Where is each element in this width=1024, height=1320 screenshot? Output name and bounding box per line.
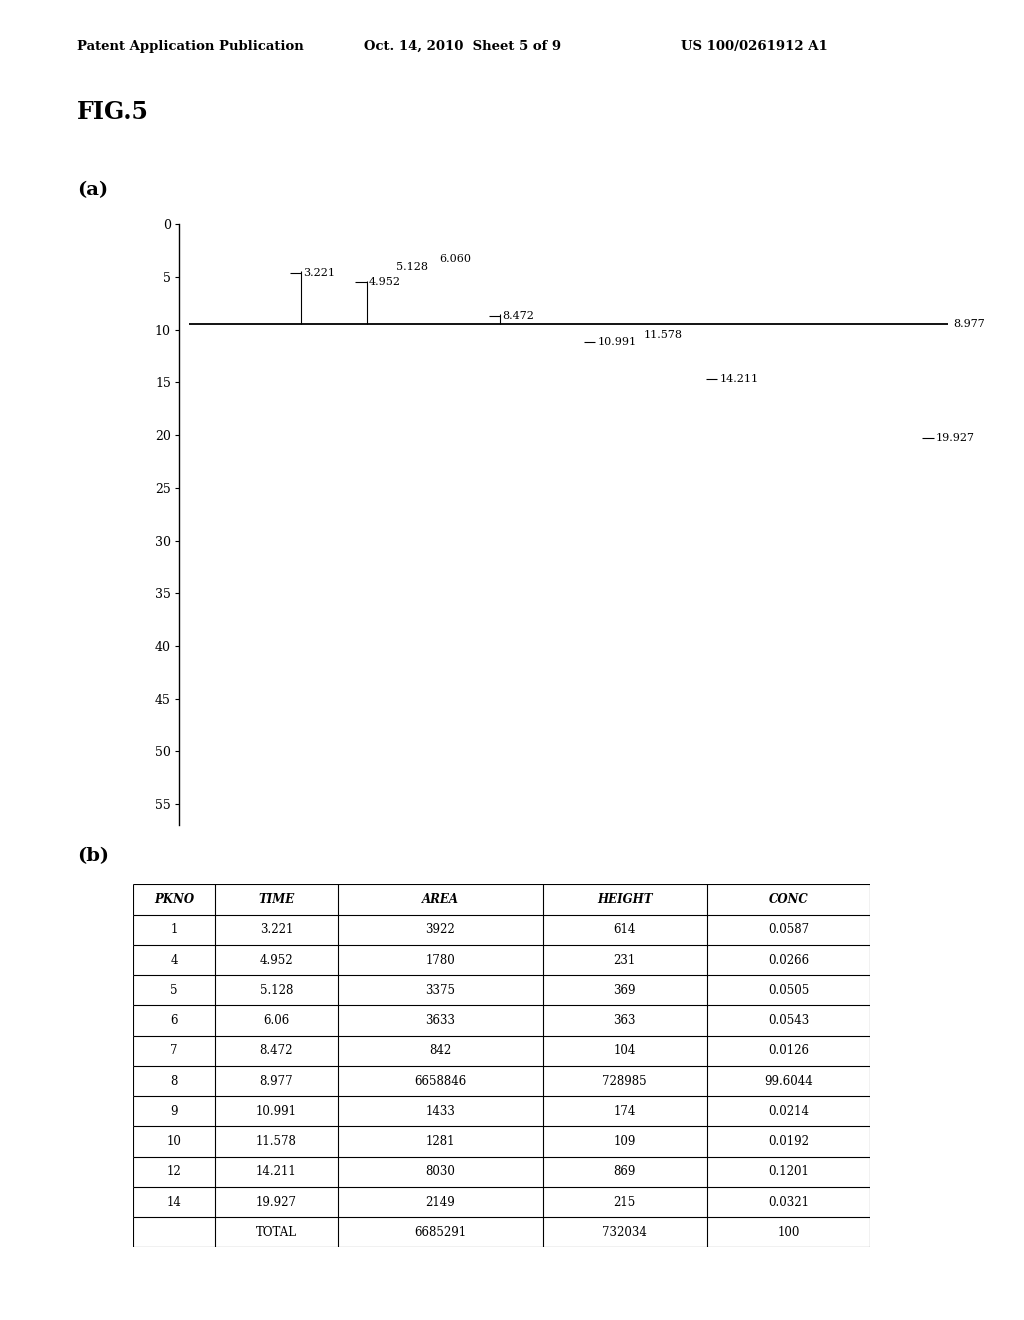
Text: 12: 12 [167, 1166, 181, 1179]
Text: 0.0266: 0.0266 [768, 953, 809, 966]
Text: 8.977: 8.977 [953, 319, 985, 330]
Text: 10.991: 10.991 [256, 1105, 297, 1118]
Text: 8: 8 [170, 1074, 178, 1088]
Text: 4: 4 [170, 953, 178, 966]
Text: 5.128: 5.128 [396, 261, 428, 272]
Text: CONC: CONC [769, 894, 808, 906]
Text: 11.578: 11.578 [256, 1135, 297, 1148]
Text: 174: 174 [613, 1105, 636, 1118]
Text: 19.927: 19.927 [936, 433, 975, 444]
Text: 3.221: 3.221 [260, 923, 293, 936]
Text: 6: 6 [170, 1014, 178, 1027]
Text: 1780: 1780 [425, 953, 456, 966]
Text: US 100/0261912 A1: US 100/0261912 A1 [681, 40, 827, 53]
Text: 1: 1 [170, 923, 178, 936]
Text: 6.06: 6.06 [263, 1014, 290, 1027]
Text: 0.0214: 0.0214 [768, 1105, 809, 1118]
Text: 10: 10 [167, 1135, 181, 1148]
Text: 3922: 3922 [425, 923, 456, 936]
Text: FIG.5: FIG.5 [77, 100, 148, 124]
Text: 14.211: 14.211 [256, 1166, 297, 1179]
Text: 369: 369 [613, 983, 636, 997]
Text: 231: 231 [613, 953, 636, 966]
Text: Patent Application Publication: Patent Application Publication [77, 40, 303, 53]
Text: 4.952: 4.952 [369, 277, 400, 288]
Text: 8030: 8030 [425, 1166, 456, 1179]
Text: 100: 100 [777, 1226, 800, 1238]
Text: 728985: 728985 [602, 1074, 647, 1088]
Text: 109: 109 [613, 1135, 636, 1148]
Text: 2149: 2149 [425, 1196, 456, 1209]
Text: 14: 14 [167, 1196, 181, 1209]
Text: 3375: 3375 [425, 983, 456, 997]
Text: 19.927: 19.927 [256, 1196, 297, 1209]
Text: 0.1201: 0.1201 [768, 1166, 809, 1179]
Text: 9: 9 [170, 1105, 178, 1118]
Text: 8.472: 8.472 [502, 312, 534, 321]
Text: 3.221: 3.221 [303, 268, 335, 279]
Text: 842: 842 [429, 1044, 452, 1057]
Text: PKNO: PKNO [154, 894, 195, 906]
Text: 869: 869 [613, 1166, 636, 1179]
Text: 1281: 1281 [426, 1135, 455, 1148]
Text: AREA: AREA [422, 894, 459, 906]
Text: HEIGHT: HEIGHT [597, 894, 652, 906]
Text: 5: 5 [170, 983, 178, 997]
Text: 10.991: 10.991 [597, 338, 636, 347]
Text: 7: 7 [170, 1044, 178, 1057]
Text: Oct. 14, 2010  Sheet 5 of 9: Oct. 14, 2010 Sheet 5 of 9 [364, 40, 561, 53]
Text: 8.472: 8.472 [260, 1044, 293, 1057]
Text: 363: 363 [613, 1014, 636, 1027]
Text: TIME: TIME [258, 894, 295, 906]
Text: (b): (b) [77, 846, 109, 865]
Text: 3633: 3633 [425, 1014, 456, 1027]
Text: 104: 104 [613, 1044, 636, 1057]
Text: 0.0505: 0.0505 [768, 983, 809, 997]
Text: 0.0321: 0.0321 [768, 1196, 809, 1209]
Text: 6.060: 6.060 [439, 255, 471, 264]
Text: 0.0587: 0.0587 [768, 923, 809, 936]
Text: 1433: 1433 [425, 1105, 456, 1118]
Text: (a): (a) [77, 181, 108, 199]
Text: 4.952: 4.952 [260, 953, 293, 966]
Text: 0.0543: 0.0543 [768, 1014, 809, 1027]
Text: 0.0126: 0.0126 [768, 1044, 809, 1057]
Text: TOTAL: TOTAL [256, 1226, 297, 1238]
Text: 11.578: 11.578 [644, 330, 683, 341]
Text: 6685291: 6685291 [415, 1226, 466, 1238]
Text: 14.211: 14.211 [719, 375, 759, 384]
Text: 99.6044: 99.6044 [764, 1074, 813, 1088]
Text: 215: 215 [613, 1196, 636, 1209]
Text: 8.977: 8.977 [260, 1074, 293, 1088]
Text: 5.128: 5.128 [260, 983, 293, 997]
Text: 614: 614 [613, 923, 636, 936]
Text: 0.0192: 0.0192 [768, 1135, 809, 1148]
Text: 732034: 732034 [602, 1226, 647, 1238]
Text: 6658846: 6658846 [414, 1074, 467, 1088]
